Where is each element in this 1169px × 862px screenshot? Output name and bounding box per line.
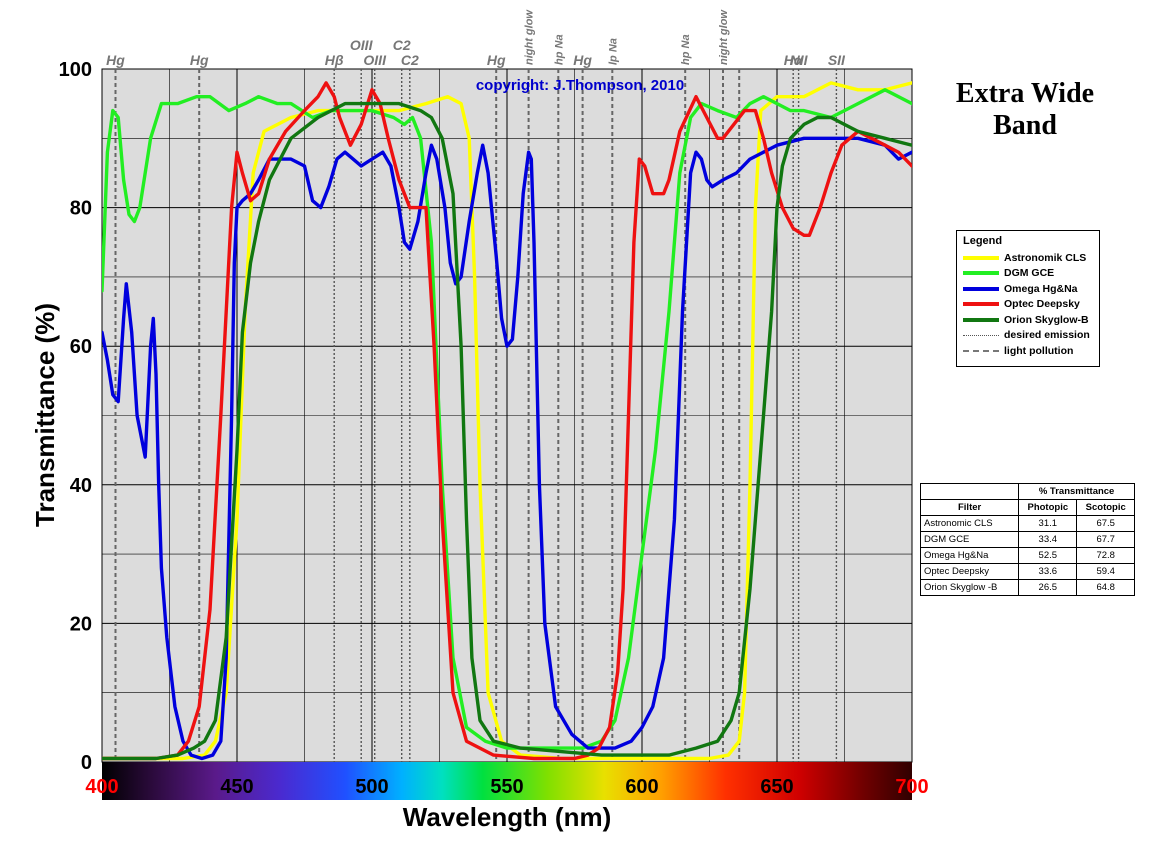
legend-item: Omega Hg&Na <box>963 281 1093 297</box>
x-tick-label: 600 <box>625 776 658 798</box>
table-cell-filter: DGM GCE <box>919 531 1020 548</box>
legend-label: DGM GCE <box>1004 267 1055 280</box>
legend-item: light pollution <box>963 343 1093 359</box>
table-row: Optec Deepsky 33.6 59.4 <box>919 563 1135 580</box>
table-row: Orion Skyglow -B 26.5 64.8 <box>919 579 1135 596</box>
y-tick-label: 20 <box>70 613 92 635</box>
series-line <box>102 101 912 761</box>
reference-label: C2 <box>401 52 419 68</box>
reference-label: OIII <box>350 37 374 53</box>
legend-swatch <box>963 255 999 260</box>
x-tick-label: 550 <box>490 776 523 798</box>
table-cell-photopic: 52.5 <box>1018 547 1078 564</box>
spectrum-bar <box>102 762 912 800</box>
legend-item: Optec Deepsky <box>963 297 1093 313</box>
table-cell-photopic: 31.1 <box>1018 515 1078 532</box>
legend-item: Astronomik CLS <box>963 250 1093 266</box>
reference-label: SII <box>828 52 846 68</box>
table-group-header: % Transmittance <box>1018 483 1135 500</box>
reference-label: Hα <box>784 52 804 68</box>
table-cell-scotopic: 67.5 <box>1076 515 1135 532</box>
table-row: Astronomic CLS 31.1 67.5 <box>919 515 1135 532</box>
y-axis-label: Transmittance (%) <box>30 303 60 527</box>
table-cell-scotopic: 67.7 <box>1076 531 1135 548</box>
table-corner <box>919 483 1020 500</box>
reference-label: hp Na <box>553 34 565 65</box>
x-tick-label: 650 <box>760 776 793 798</box>
table-cell-photopic: 26.5 <box>1018 579 1078 596</box>
reference-label: Hg <box>573 52 592 68</box>
y-tick-label: 60 <box>70 336 92 358</box>
y-tick-label: 0 <box>81 752 92 774</box>
table-cell-filter: Omega Hg&Na <box>919 547 1020 564</box>
series-line <box>102 81 912 761</box>
x-tick-label: 700 <box>895 776 928 798</box>
legend-item: DGM GCE <box>963 266 1093 282</box>
legend-swatch <box>963 286 999 291</box>
legend-label: Omega Hg&Na <box>1004 282 1078 295</box>
title-line-1: Extra Wide <box>955 78 1095 109</box>
table-cell-filter: Optec Deepsky <box>919 563 1020 580</box>
reference-label: hp Na <box>680 34 692 65</box>
series-line <box>102 136 912 761</box>
legend-item: desired emission <box>963 328 1093 344</box>
table-cell-scotopic: 59.4 <box>1076 563 1135 580</box>
table-cell-photopic: 33.4 <box>1018 531 1078 548</box>
legend-label: desired emission <box>1004 329 1090 342</box>
legend-swatch <box>963 302 999 307</box>
reference-label: lp Na <box>607 38 619 65</box>
reference-label: Hg <box>190 52 209 68</box>
x-tick-label: 450 <box>220 776 253 798</box>
reference-label: night glow <box>524 9 536 65</box>
legend-swatch <box>963 334 999 336</box>
chart-title: Extra Wide Band <box>925 78 1125 142</box>
table-row: Omega Hg&Na 52.5 72.8 <box>919 547 1135 564</box>
legend-swatch <box>963 317 999 322</box>
legend-swatch <box>963 271 999 276</box>
title-line-2: Band <box>993 110 1057 141</box>
table-header-scotopic: Scotopic <box>1076 499 1135 516</box>
table-cell-scotopic: 64.8 <box>1076 579 1135 596</box>
y-tick-label: 40 <box>70 475 92 497</box>
transmittance-table: % Transmittance Filter Photopic Scotopic… <box>919 483 1135 596</box>
legend-label: Optec Deepsky <box>1004 298 1080 311</box>
legend-swatch <box>963 349 999 352</box>
legend-label: Astronomik CLS <box>1004 251 1087 264</box>
legend-label: light pollution <box>1004 344 1074 357</box>
table-cell-filter: Astronomic CLS <box>919 515 1020 532</box>
y-tick-label: 80 <box>70 198 92 220</box>
reference-label: OIII <box>363 52 387 68</box>
x-tick-label: 400 <box>85 776 118 798</box>
reference-label: Hg <box>487 52 506 68</box>
table-cell-scotopic: 72.8 <box>1076 547 1135 564</box>
legend-item: Orion Skyglow-B <box>963 312 1093 328</box>
table-row: DGM GCE 33.4 67.7 <box>919 531 1135 548</box>
reference-label: Hβ <box>325 52 344 68</box>
reference-label: Hg <box>106 52 125 68</box>
x-axis-label: Wavelength (nm) <box>403 802 611 832</box>
reference-label: night glow <box>718 9 730 65</box>
reference-label: C2 <box>393 37 411 53</box>
legend-title: Legend <box>963 235 1003 247</box>
copyright-text: copyright: J.Thompson, 2010 <box>476 77 684 94</box>
legend-label: Orion Skyglow-B <box>1004 313 1089 326</box>
x-tick-label: 500 <box>355 776 388 798</box>
table-cell-filter: Orion Skyglow -B <box>919 579 1020 596</box>
reference-label: NII <box>790 52 809 68</box>
legend: Legend Astronomik CLS DGM GCE Omega Hg&Na O… <box>956 230 1100 367</box>
table-header-filter: Filter <box>919 499 1020 516</box>
table-cell-photopic: 33.6 <box>1018 563 1078 580</box>
y-tick-label: 100 <box>59 59 92 81</box>
table-header-photopic: Photopic <box>1018 499 1078 516</box>
